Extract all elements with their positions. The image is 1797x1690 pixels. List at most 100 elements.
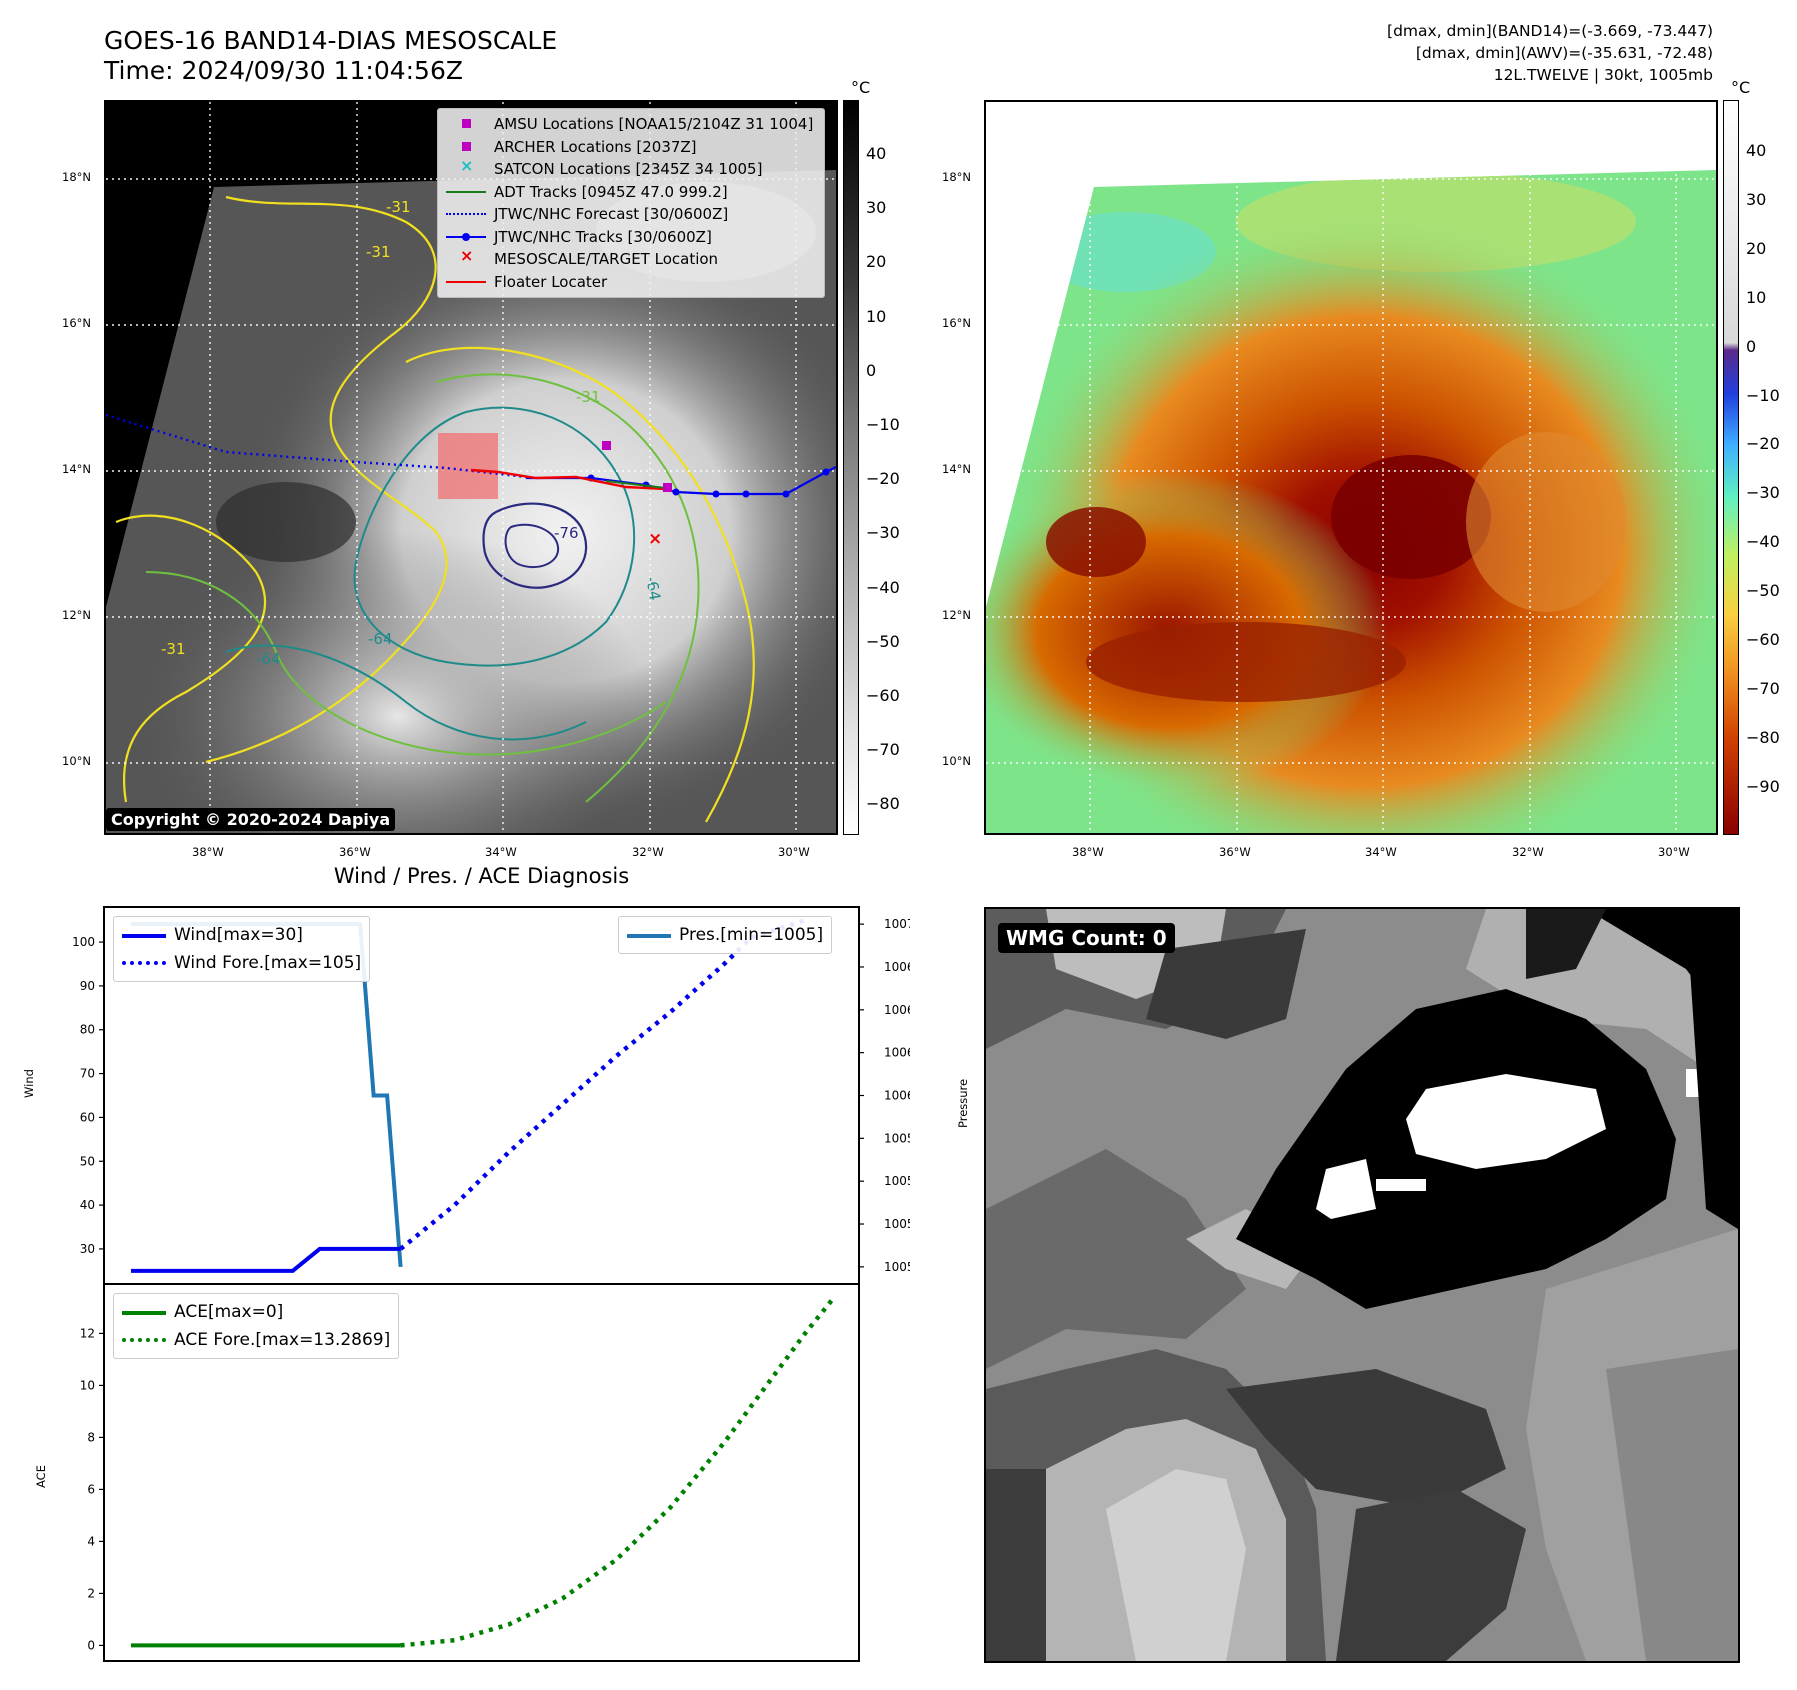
pressure-tick-label: 1006.00 (884, 1089, 910, 1103)
contour-label: -31 (386, 198, 411, 216)
ace-forecast-series (400, 1298, 834, 1648)
contour-label: -76 (554, 524, 579, 542)
archer-marker (663, 483, 672, 492)
lon-tick: 30°W (1658, 845, 1690, 859)
lat-tick: 12°N (942, 608, 971, 622)
contour-label: -31 (366, 243, 391, 261)
colorbar-tick: −40 (1746, 532, 1780, 552)
pressure-tick-label: 1007.00 (884, 917, 910, 931)
contour-label: -64 (642, 575, 664, 602)
colorbar-tick: −20 (1746, 434, 1780, 454)
wind-tick-label: 80 (80, 1023, 95, 1037)
wmg-overshoot (1406, 1074, 1606, 1169)
legend-item: Floater Locater (446, 271, 816, 294)
ace-tick-label: 10 (80, 1378, 95, 1392)
colorbar-tick: 0 (1746, 336, 1757, 356)
lat-tick: 10°N (942, 754, 971, 768)
contour-label: -31 (161, 640, 186, 658)
awv-colorbar (1723, 100, 1739, 835)
pressure-legend: Pres.[min=1005] (618, 916, 833, 954)
wind-forecast-series (399, 918, 806, 1251)
contour-label: -64 (368, 630, 393, 648)
floater-locater-track (470, 468, 667, 491)
colorbar-tick: −40 (866, 577, 900, 597)
legend-item: Pres.[min=1005] (627, 921, 823, 949)
adt-track (605, 480, 667, 489)
contour-navy (482, 502, 588, 589)
ace-legend: ACE[max=0] ACE Fore.[max=13.2869] (113, 1293, 400, 1359)
lon-tick: 34°W (1365, 845, 1397, 859)
legend-item: × MESOSCALE/TARGET Location (460, 246, 719, 268)
colorbar-tick: −30 (1746, 483, 1780, 503)
lat-tick: 12°N (62, 608, 91, 622)
lon-tick: 38°W (1072, 845, 1104, 859)
lat-tick: 18°N (62, 170, 91, 184)
lon-tick: 36°W (339, 845, 371, 859)
pressure-tick-label: 1005.00 (884, 1260, 910, 1274)
colorbar-tick: −30 (866, 523, 900, 543)
pressure-tick-label: 1006.75 (884, 960, 910, 974)
colorbar-tick: 40 (866, 144, 887, 163)
info-storm: 12L.TWELVE | 30kt, 1005mb (1493, 66, 1713, 84)
ir-colorbar (843, 100, 859, 835)
lat-tick: 16°N (62, 316, 91, 330)
figure-title: GOES-16 BAND14-DIAS MESOSCALE (104, 26, 558, 55)
pressure-tick-label: 1005.25 (884, 1217, 910, 1231)
contour-yellow (205, 195, 448, 764)
pressure-tick-label: 1005.50 (884, 1174, 910, 1188)
colorbar-tick: 0 (866, 360, 877, 380)
ace-axis-label: ACE (34, 1465, 48, 1488)
target-marker: × (648, 529, 662, 549)
colorbar-tick: −20 (866, 469, 900, 489)
colorbar-tick: −50 (1746, 581, 1780, 601)
colorbar-tick: −70 (1746, 678, 1780, 698)
colorbar-tick: −80 (866, 794, 900, 814)
contour-label: -64 (256, 650, 281, 668)
lon-tick: 36°W (1219, 845, 1251, 859)
awv-map-panel (984, 100, 1718, 835)
wind-tick-label: 90 (80, 979, 95, 993)
lat-tick: 16°N (942, 316, 971, 330)
legend-item: × SATCON Locations [2345Z 34 1005] (460, 156, 763, 178)
lon-tick: 38°W (192, 845, 224, 859)
wind-tick-label: 70 (80, 1067, 95, 1081)
ace-tick-label: 6 (87, 1482, 95, 1496)
colorbar-tick: 10 (866, 306, 887, 326)
colorbar-tick: −80 (1746, 727, 1780, 747)
ace-tick-label: 2 (87, 1586, 95, 1600)
ace-axes-frame (103, 1283, 860, 1662)
pressure-axis-label: Pressure (956, 1078, 970, 1128)
wind-series (130, 1246, 401, 1273)
colorbar-tick: −90 (1746, 776, 1780, 796)
colorbar-unit: °C (851, 78, 871, 97)
floater-box (438, 433, 498, 499)
wind-tick-label: 50 (80, 1154, 95, 1168)
colorbar-tick: −10 (1746, 385, 1780, 405)
lon-tick: 34°W (485, 845, 517, 859)
legend-item: Wind[max=30] (122, 921, 361, 949)
legend-item: JTWC/NHC Tracks [30/0600Z] (446, 226, 816, 249)
wmg-image (986, 909, 1738, 1661)
awv-map-image (986, 102, 1716, 833)
wind-axis-label: Wind (22, 1069, 36, 1098)
ace-tick-label: 12 (80, 1326, 95, 1340)
pressure-tick-label: 1006.50 (884, 1003, 910, 1017)
colorbar-tick: 20 (866, 252, 887, 272)
contour-label: -31 (576, 388, 601, 406)
colorbar-tick: −10 (866, 415, 900, 434)
colorbar-tick: 10 (1746, 287, 1767, 307)
wmg-count-badge: WMG Count: 0 (998, 923, 1175, 953)
map-legend: AMSU Locations [NOAA15/2104Z 31 1004] AR… (437, 108, 825, 298)
colorbar-tick: 30 (866, 198, 887, 218)
wind-tick-label: 30 (80, 1242, 95, 1256)
lon-tick: 32°W (1512, 845, 1544, 859)
legend-item: ACE Fore.[max=13.2869] (122, 1326, 390, 1354)
colorbar-unit: °C (1731, 78, 1751, 97)
legend-item: ADT Tracks [0945Z 47.0 999.2] (446, 181, 816, 204)
wind-tick-label: 60 (80, 1110, 95, 1124)
legend-item: ARCHER Locations [2037Z] (446, 136, 816, 159)
legend-item: ACE[max=0] (122, 1298, 390, 1326)
amsu-marker (602, 441, 611, 450)
pressure-tick-label: 1006.25 (884, 1046, 910, 1060)
